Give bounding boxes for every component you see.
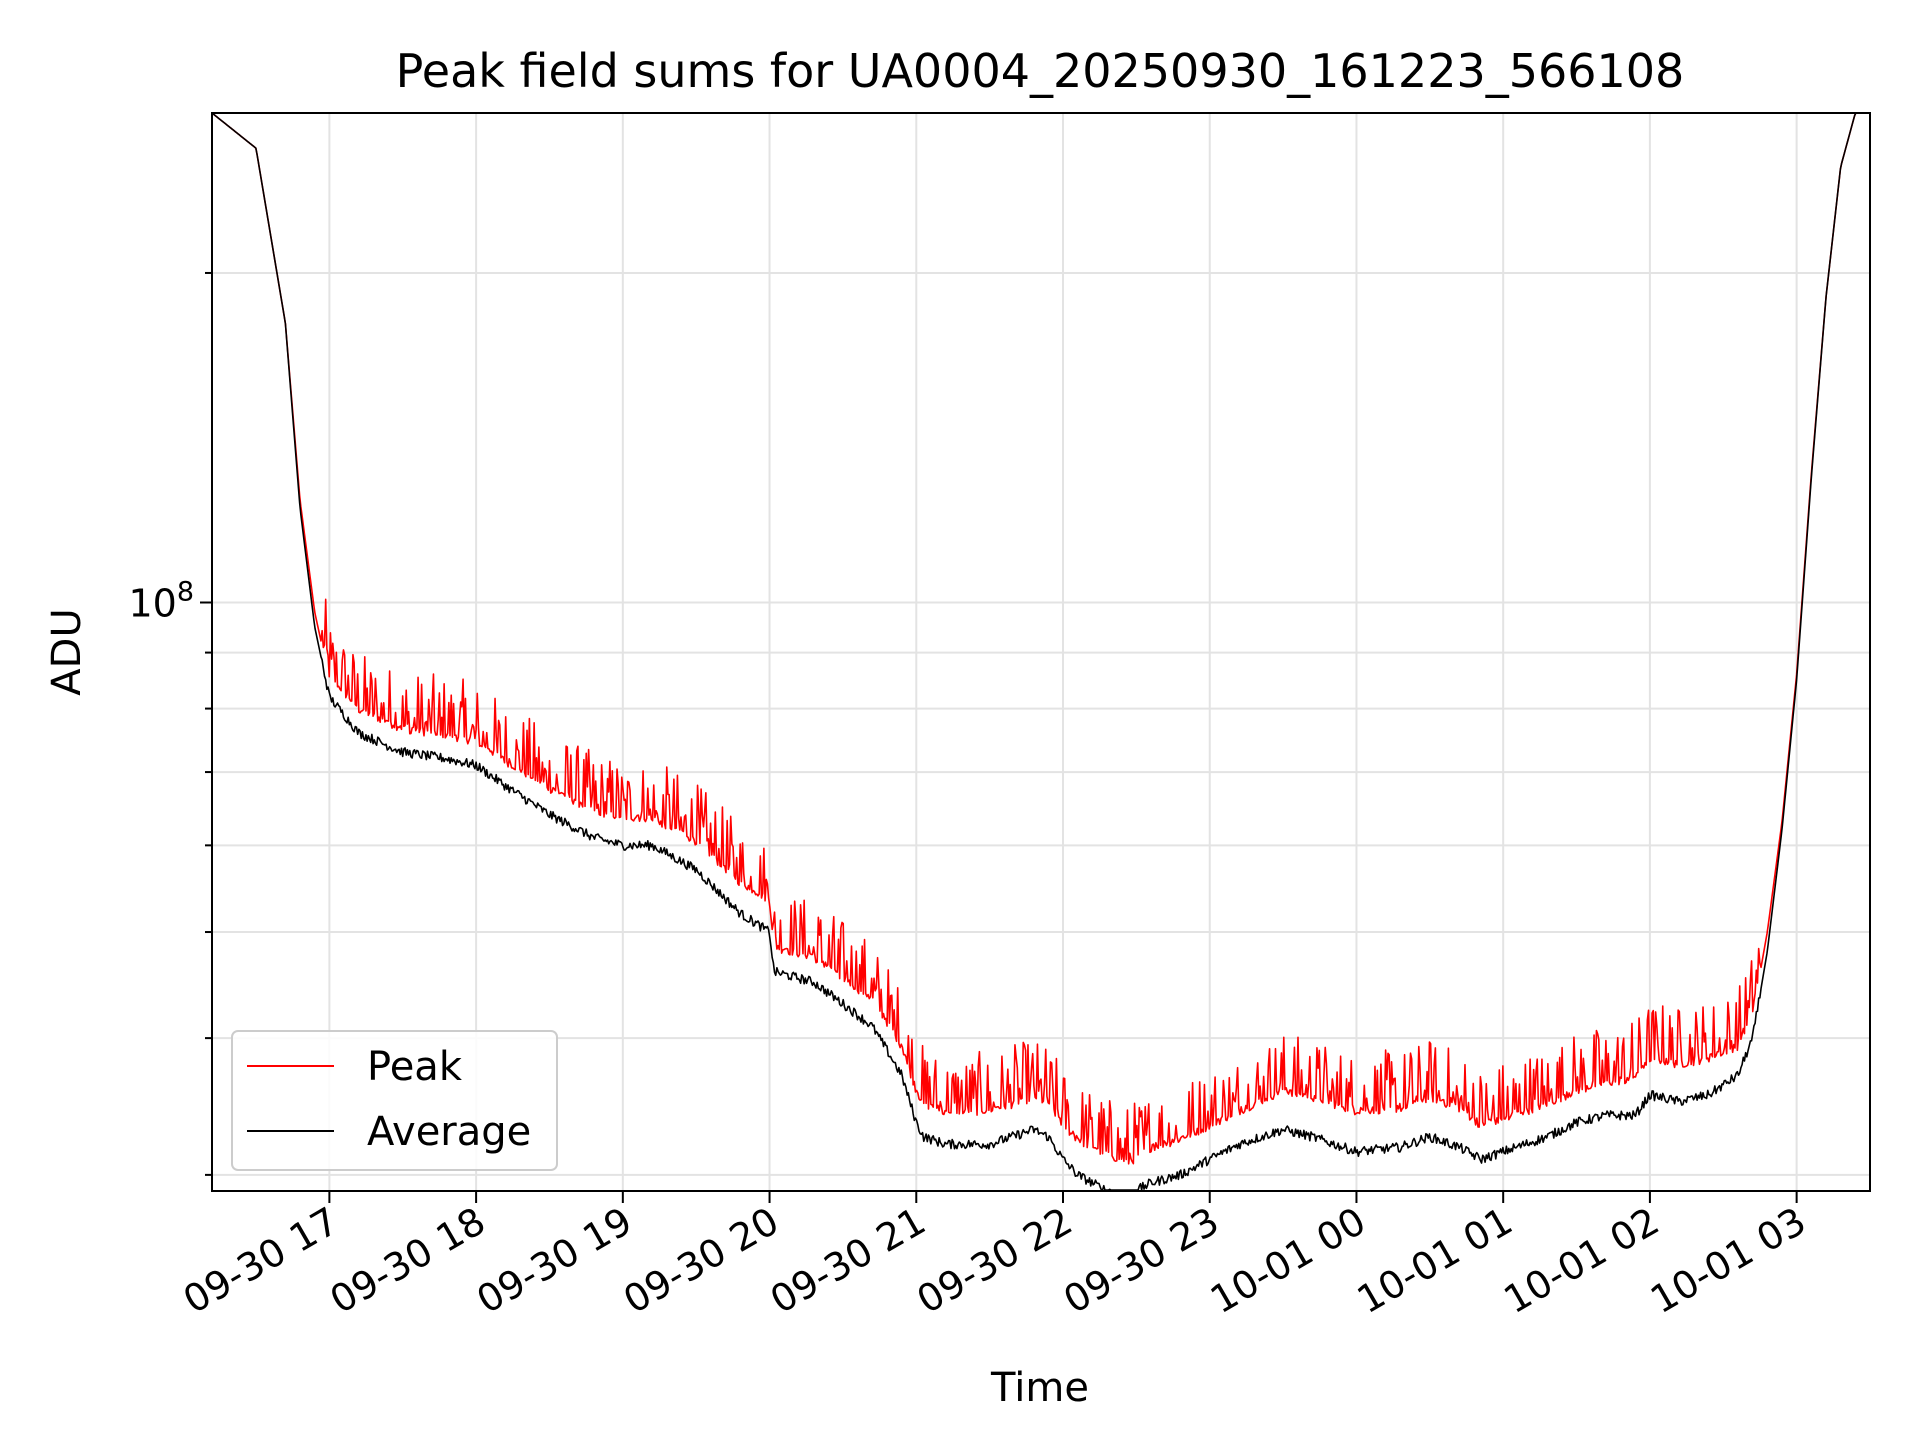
legend-label-peak: Peak (367, 1044, 463, 1090)
chart-title: Peak field sums for UA0004_20250930_1612… (396, 44, 1685, 98)
series-average-line (211, 112, 1870, 1191)
series-layer (211, 112, 1870, 1191)
y-axis-label: ADU (44, 608, 90, 695)
legend-label-average: Average (367, 1109, 531, 1155)
x-axis-label: Time (990, 1365, 1089, 1411)
grid (212, 113, 1870, 1191)
series-peak-line (211, 112, 1870, 1165)
legend: Peak Average (231, 1030, 558, 1171)
